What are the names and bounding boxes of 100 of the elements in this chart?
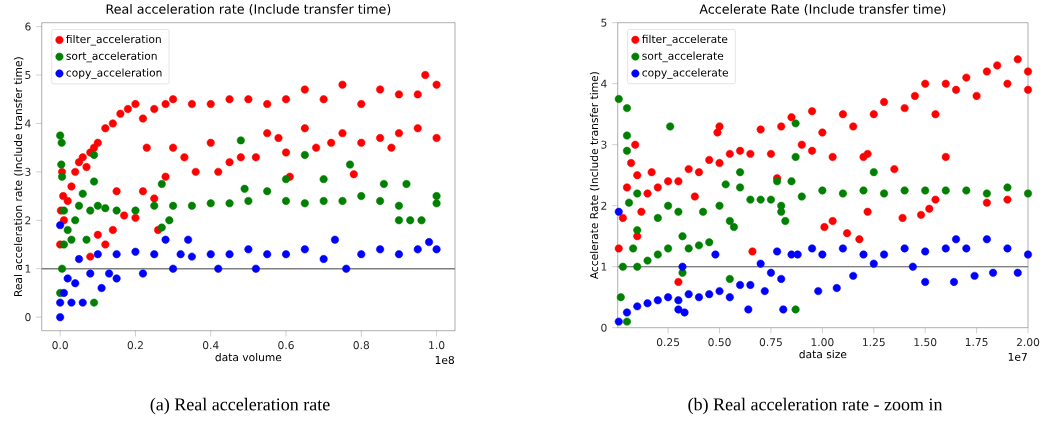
x-tick-label: 1.25 [863,338,885,347]
point [71,216,80,225]
point [859,186,868,195]
point [300,199,309,208]
legend-label: copy_accelerate [642,68,729,79]
point [729,223,738,232]
point [653,250,662,259]
point [664,244,673,253]
x-tick-label: 1.75 [965,338,988,347]
point [781,216,790,225]
point [711,250,720,259]
y-tick-label: 5 [25,71,31,79]
point [112,250,121,259]
point [736,281,745,290]
point [169,201,178,210]
point [57,160,66,169]
point [187,252,196,261]
point [225,250,234,259]
legend-label: filter_acceleration [66,34,161,46]
text: (a) Real acceleration rate [150,397,330,415]
legend-label: copy_acceleration [66,68,162,80]
point [618,262,627,271]
y-tick-label: 0 [25,313,31,322]
point [56,221,65,230]
y-tick-label: 1 [601,262,607,271]
x-tick-label: 0.2 [127,341,143,350]
point [678,262,687,271]
point [952,235,961,244]
point [112,274,121,283]
point [74,201,83,210]
point [425,238,434,247]
point [169,264,178,273]
y-axis-title: Real acceleration rate (Include transfer time) [13,57,24,297]
point [263,250,272,259]
point [908,262,917,271]
point [777,274,786,283]
point [736,168,745,177]
point [1024,250,1033,259]
point [161,235,170,244]
point [921,186,930,195]
point [880,189,889,198]
point [633,189,642,198]
point [666,122,675,131]
point [705,290,714,299]
point [616,293,625,302]
point [715,201,724,210]
point [614,94,623,103]
point [633,302,642,311]
point [921,277,930,286]
point [678,232,687,241]
x-tick-label: 0.50 [708,338,731,347]
x-axis-title: data size [799,350,847,359]
point [90,150,99,159]
x-tick-label: 1.50 [914,338,937,347]
point [756,195,765,204]
point [744,305,753,314]
point [653,296,662,305]
x-tick-label: 0.75 [759,338,782,347]
point [97,284,106,293]
y-tick-label: 4 [25,119,31,128]
point [282,196,291,205]
point [760,287,769,296]
point [90,177,99,186]
point [725,293,734,302]
point [625,198,634,207]
point [300,245,309,254]
point [165,216,174,225]
point [379,179,388,188]
point [808,244,817,253]
point [869,259,878,268]
point [346,160,354,169]
point [838,189,847,198]
point [417,216,426,225]
text: (b) Real acceleration rate - zoom in [688,397,943,415]
point [187,201,196,210]
point [614,317,623,326]
point [643,299,652,308]
point [674,296,683,305]
point [150,250,159,259]
point [57,138,66,147]
legend-label: filter_accelerate [642,34,728,46]
point [71,279,80,288]
point [970,271,979,280]
point [432,245,441,254]
point [725,274,734,283]
point [244,196,253,205]
point [105,269,114,278]
point [101,204,110,213]
legend-label: sort_acceleration [66,51,157,63]
point [622,308,631,317]
point [376,196,385,205]
point [319,196,328,205]
point [622,317,631,326]
x-tick-label: 0.0 [52,341,68,350]
point [82,235,91,244]
y-tick-label: 4 [601,79,607,88]
point [900,244,909,253]
point [176,250,185,259]
point [319,255,328,264]
point [67,298,76,307]
